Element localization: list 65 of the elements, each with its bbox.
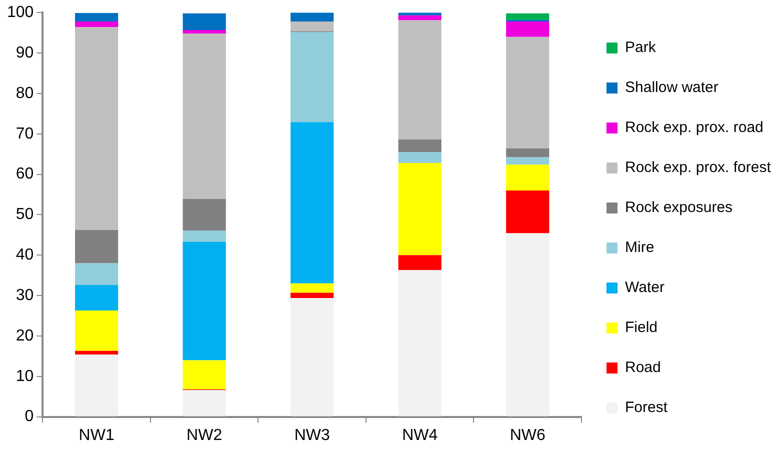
y-tick-label: 70 bbox=[16, 125, 34, 142]
x-tick-label: NW4 bbox=[402, 426, 438, 444]
legend-label: Mire bbox=[625, 239, 654, 256]
bar bbox=[182, 198, 226, 230]
y-tick-label: 10 bbox=[16, 368, 34, 385]
legend-label: Shallow water bbox=[625, 79, 718, 96]
x-tick-label: NW3 bbox=[294, 426, 330, 444]
bar bbox=[506, 21, 550, 37]
bar bbox=[75, 13, 118, 22]
x-tick-label: NW1 bbox=[78, 426, 114, 444]
bar bbox=[290, 283, 334, 293]
bar bbox=[398, 15, 442, 20]
bar bbox=[75, 310, 118, 351]
bar bbox=[75, 285, 118, 310]
bar bbox=[182, 13, 226, 30]
bar bbox=[75, 230, 118, 264]
legend-label: Forest bbox=[625, 399, 668, 416]
bar bbox=[290, 298, 334, 416]
bar bbox=[398, 162, 442, 256]
y-tick-label: 20 bbox=[16, 327, 34, 344]
legend-label: Rock exp. prox. road bbox=[625, 119, 764, 136]
legend-label: Park bbox=[625, 39, 656, 56]
y-tick-label: 0 bbox=[24, 408, 34, 426]
bar bbox=[398, 20, 442, 140]
bar bbox=[398, 140, 442, 152]
bar bbox=[290, 12, 334, 22]
bar bbox=[75, 263, 118, 286]
legend-label: Field bbox=[625, 319, 658, 336]
legend-label: Rock exposures bbox=[625, 199, 733, 216]
bar bbox=[75, 354, 118, 416]
legend-label: Road bbox=[625, 359, 661, 376]
y-tick-label: 80 bbox=[16, 84, 34, 102]
y-tick-label: 40 bbox=[16, 246, 34, 264]
bar bbox=[506, 233, 550, 416]
y-tick-label: 90 bbox=[16, 44, 34, 62]
bar bbox=[290, 32, 334, 122]
y-tick-label: 30 bbox=[16, 286, 34, 304]
x-tick-label: NW2 bbox=[186, 426, 222, 444]
bar bbox=[182, 242, 226, 360]
bar bbox=[182, 360, 226, 390]
bar bbox=[398, 270, 442, 416]
bar bbox=[506, 164, 550, 190]
bar bbox=[182, 230, 226, 242]
bar bbox=[506, 157, 550, 165]
bar bbox=[182, 390, 226, 416]
bar bbox=[506, 36, 550, 148]
y-tick-label: 50 bbox=[16, 206, 34, 224]
bar bbox=[182, 30, 226, 34]
legend-label: Rock exp. prox. forest bbox=[625, 159, 772, 176]
bar bbox=[75, 350, 118, 355]
bar bbox=[506, 190, 550, 234]
bar bbox=[290, 292, 334, 298]
bar bbox=[290, 21, 334, 32]
bar bbox=[398, 255, 442, 270]
bar bbox=[182, 34, 226, 199]
y-tick-label: 100 bbox=[6, 4, 34, 22]
bar bbox=[75, 27, 118, 230]
y-tick-label: 60 bbox=[16, 166, 34, 183]
x-tick-label: NW6 bbox=[510, 426, 546, 444]
bar bbox=[290, 122, 334, 284]
legend-label: Water bbox=[625, 279, 664, 296]
bar bbox=[506, 148, 550, 158]
bar bbox=[398, 152, 442, 163]
bar bbox=[75, 21, 118, 28]
bar bbox=[506, 13, 550, 20]
